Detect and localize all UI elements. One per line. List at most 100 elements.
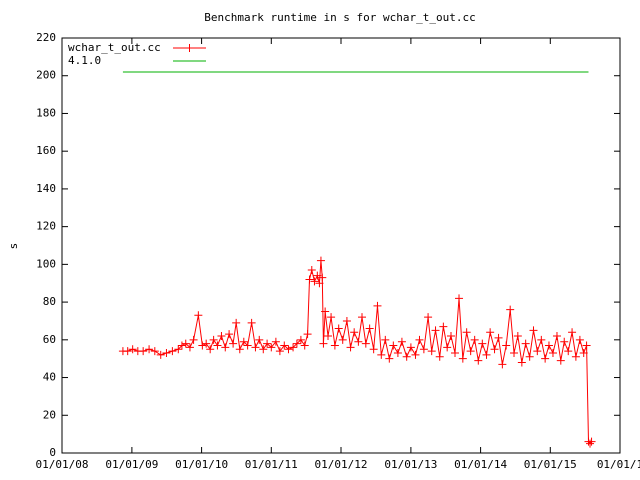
- point-marker: [150, 347, 159, 356]
- point-marker: [537, 335, 546, 344]
- point-marker: [145, 345, 154, 354]
- point-marker: [571, 352, 580, 361]
- point-marker: [232, 318, 241, 327]
- point-marker: [498, 360, 507, 369]
- y-tick-label: 20: [43, 408, 56, 421]
- point-marker: [284, 345, 293, 354]
- point-marker: [389, 341, 398, 350]
- point-marker: [202, 339, 211, 348]
- point-marker: [458, 354, 467, 363]
- point-marker: [587, 437, 596, 446]
- point-marker: [490, 345, 499, 354]
- x-tick-label: 01/01/15: [524, 458, 577, 471]
- point-marker: [221, 343, 230, 352]
- y-axis-label: s: [7, 243, 20, 250]
- point-marker: [513, 332, 522, 341]
- point-marker: [431, 326, 440, 335]
- chart-title: Benchmark runtime in s for wchar_t_out.c…: [204, 11, 476, 24]
- point-marker: [243, 341, 252, 350]
- point-marker: [251, 343, 260, 352]
- point-marker: [502, 341, 511, 350]
- point-marker: [361, 339, 370, 348]
- point-marker: [330, 341, 339, 350]
- point-marker: [474, 356, 483, 365]
- point-marker: [321, 307, 330, 316]
- point-marker: [544, 341, 553, 350]
- point-marker: [510, 349, 519, 358]
- series-line: [122, 260, 592, 445]
- point-marker: [292, 339, 301, 348]
- point-marker: [307, 266, 316, 275]
- point-marker: [369, 345, 378, 354]
- point-marker: [235, 345, 244, 354]
- point-marker: [319, 339, 328, 348]
- point-marker: [427, 347, 436, 356]
- x-tick-label: 01/01/14: [454, 458, 507, 471]
- y-tick-label: 140: [36, 182, 56, 195]
- point-marker: [397, 337, 406, 346]
- point-marker: [350, 328, 359, 337]
- x-tick-label: 01/01/12: [315, 458, 368, 471]
- point-marker: [556, 356, 565, 365]
- x-tick-label: 01/01/10: [175, 458, 228, 471]
- legend-label: 4.1.0: [68, 54, 101, 67]
- point-marker: [478, 339, 487, 348]
- point-marker: [259, 345, 268, 354]
- point-marker: [217, 332, 226, 341]
- point-marker: [575, 335, 584, 344]
- point-marker: [305, 275, 314, 284]
- point-marker: [300, 341, 309, 350]
- point-marker: [318, 273, 327, 282]
- legend-label: wchar_t_out.cc: [68, 41, 161, 54]
- point-marker: [156, 350, 165, 359]
- point-marker: [482, 350, 491, 359]
- point-marker: [324, 332, 333, 341]
- point-marker: [177, 341, 186, 350]
- point-marker: [174, 345, 183, 354]
- legend-marker: [185, 44, 194, 52]
- point-marker: [525, 352, 534, 361]
- y-tick-label: 100: [36, 257, 56, 270]
- point-marker: [439, 322, 448, 331]
- y-tick-label: 60: [43, 333, 56, 346]
- point-marker: [393, 349, 402, 358]
- point-marker: [213, 341, 222, 350]
- y-tick-label: 0: [49, 446, 56, 459]
- y-tick-label: 120: [36, 220, 56, 233]
- point-marker: [247, 318, 256, 327]
- point-marker: [568, 328, 577, 337]
- point-marker: [225, 330, 234, 339]
- point-marker: [327, 313, 336, 322]
- point-marker: [206, 345, 215, 354]
- point-marker: [582, 341, 591, 350]
- point-marker: [411, 350, 420, 359]
- point-marker: [198, 341, 207, 350]
- point-marker: [377, 350, 386, 359]
- point-marker: [517, 358, 526, 367]
- point-marker: [342, 316, 351, 325]
- point-marker: [424, 313, 433, 322]
- point-marker: [435, 352, 444, 361]
- point-marker: [365, 324, 374, 333]
- point-marker: [181, 339, 190, 348]
- point-marker: [263, 339, 272, 348]
- point-marker: [128, 345, 137, 354]
- point-marker: [185, 343, 194, 352]
- point-marker: [280, 341, 289, 350]
- point-marker: [275, 347, 284, 356]
- point-marker: [296, 335, 305, 344]
- point-marker: [334, 324, 343, 333]
- point-marker: [271, 337, 280, 346]
- point-marker: [139, 347, 148, 356]
- x-tick-label: 01/01/08: [36, 458, 89, 471]
- point-marker: [462, 328, 471, 337]
- point-marker: [239, 337, 248, 346]
- point-marker: [560, 337, 569, 346]
- point-marker: [494, 333, 503, 342]
- point-marker: [313, 271, 322, 280]
- point-marker: [255, 335, 264, 344]
- y-tick-label: 180: [36, 106, 56, 119]
- point-marker: [338, 335, 347, 344]
- point-marker: [533, 347, 542, 356]
- point-marker: [529, 326, 538, 335]
